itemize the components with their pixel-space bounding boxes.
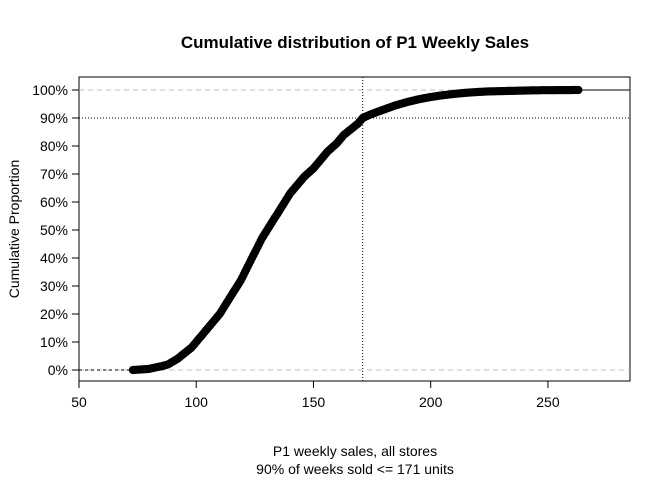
cdf-line bbox=[132, 89, 579, 371]
y-tick-label: 10% bbox=[40, 334, 68, 350]
y-tick-label: 100% bbox=[32, 82, 68, 98]
x-axis-label: P1 weekly sales, all stores bbox=[273, 443, 437, 459]
y-axis: 0% 10% 20% 30% 40% 50% 60% 70% 80% 90% 100% bbox=[32, 82, 79, 378]
plot-frame bbox=[78, 76, 631, 382]
y-tick-label: 30% bbox=[40, 278, 68, 294]
y-tick-label: 0% bbox=[48, 362, 68, 378]
x-tick-label: 200 bbox=[419, 394, 443, 410]
x-tick-label: 150 bbox=[302, 394, 326, 410]
x-axis-label-line2: 90% of weeks sold <= 171 units bbox=[256, 461, 454, 477]
y-tick-label: 70% bbox=[40, 166, 68, 182]
y-tick-label: 50% bbox=[40, 222, 68, 238]
y-axis-label: Cumulative Proportion bbox=[6, 160, 22, 299]
chart-title: Cumulative distribution of P1 Weekly Sal… bbox=[181, 33, 529, 52]
x-axis: 50 100 150 200 250 bbox=[71, 381, 560, 410]
x-tick-label: 50 bbox=[71, 394, 87, 410]
y-tick-label: 90% bbox=[40, 110, 68, 126]
y-tick-label: 20% bbox=[40, 306, 68, 322]
x-tick-label: 100 bbox=[185, 394, 209, 410]
series-cdf bbox=[79, 85, 630, 375]
y-tick-label: 40% bbox=[40, 250, 68, 266]
cdf-point bbox=[574, 85, 583, 95]
y-tick-label: 80% bbox=[40, 138, 68, 154]
x-tick-label: 250 bbox=[536, 394, 560, 410]
y-tick-label: 60% bbox=[40, 194, 68, 210]
